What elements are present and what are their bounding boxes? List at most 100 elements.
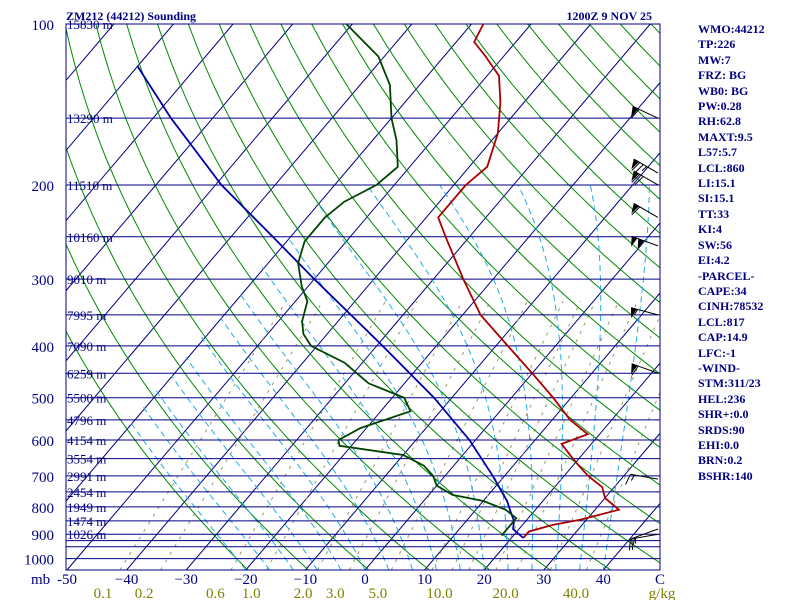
wind-barb-pennant [631,203,639,214]
wind-barb-pennant [631,170,639,182]
dry-adiabat-line [249,24,660,486]
mixing-ratio-tick-label: 3.0 [326,586,345,600]
mixing-ratio-tick-label: 0.6 [206,586,225,600]
moist-adiabat-line [602,184,650,570]
chart-title: ZM212 (44212) Sounding [66,9,196,23]
moist-adiabat-line [185,356,342,570]
mixing-ratio-line [230,300,386,570]
isotherm-line [126,24,592,570]
pressure-tick-label: 700 [32,470,55,486]
height-tick-label: 1474 m [67,514,106,529]
height-tick-label: 4796 m [67,413,106,428]
wind-barb-feather [631,365,639,376]
mixing-ratio-line [317,300,463,570]
wind-barb-feather [628,539,631,551]
pressure-tick-label: 100 [32,18,55,34]
wind-barb-pennant [631,106,639,117]
mixing-ratio-tick-label: 40.0 [563,586,589,600]
wind-barb-feather [634,176,644,185]
wind-barb-pennant [631,159,639,170]
temperature-tick-label: 40 [596,572,611,588]
height-tick-label: 9010 m [67,272,106,287]
wind-barb-feather [631,162,641,171]
height-tick-label: 7995 m [67,308,106,323]
dry-adiabat-line [342,24,660,375]
stat-item: SRDS:90 [698,422,745,437]
dry-adiabat-line [66,26,430,570]
profile-lines [136,24,621,539]
stat-item: WB0: BG [698,83,749,98]
temperature-tick-label: 0 [361,572,369,588]
stat-item: MW:7 [698,52,731,67]
moist-adiabat-line [129,421,247,570]
stat-item: MAXT:9.5 [698,129,753,144]
wind-barb-half-feather [633,309,639,316]
height-tick-label: 6259 m [67,366,106,381]
mixing-ratio-tick-label: 2.0 [294,586,313,600]
moist-adiabat-line [579,184,602,570]
mixing-ratio-unit-label: g/kg [649,586,676,600]
stat-item: SW:56 [698,237,733,252]
dewpoint-line [297,24,518,537]
pressure-tick-label: 200 [32,179,55,195]
mixing-ratio-tick-label: 0.1 [94,586,113,600]
isotherm-line [66,24,174,152]
stat-item: EHI:0.0 [698,437,740,452]
dry-adiabat-line [311,24,660,411]
stat-item: SHR+:0.0 [698,407,749,422]
isotherm-line [185,24,651,570]
height-tick-label: 1949 m [67,500,106,515]
wind-barb-pennant [637,238,644,250]
dry-adiabat-line [280,24,660,448]
wind-barb [631,363,659,376]
dry-adiabat-line [66,330,249,570]
wind-barb-feather [634,164,644,173]
plot-frame [65,23,661,571]
stat-item: BSHR:140 [698,468,753,483]
wind-barb [631,158,659,174]
temperature-tick-label: 10 [417,572,432,588]
mixing-ratio-tick-label: 20.0 [492,586,518,600]
dry-adiabat-line [372,24,660,339]
wind-barb-half-feather [632,538,635,545]
height-tick-label: 10160 m [67,230,113,245]
moist-adiabat-line [366,184,509,570]
wind-barb [630,307,659,319]
stat-item: BRN:0.2 [698,453,743,468]
dry-adiabat-line [218,24,660,525]
isotherm-line [66,24,472,502]
stat-item: LI:15.1 [698,176,736,191]
moist-adiabat-line [439,184,533,570]
wind-barb-pennant [631,236,638,247]
wind-barb-feather [625,474,631,485]
stat-item: -WIND- [698,360,740,375]
moist-adiabat-line [261,266,437,570]
wind-barb [631,170,659,186]
height-tick-label: 1026 m [67,527,106,542]
parcel-line [136,65,524,539]
mixing-ratio-line [586,390,660,570]
temperature-tick-label: C [655,572,665,588]
temperature-tick-label: −20 [234,572,257,588]
moist-adiabat-line [239,293,414,570]
pressure-tick-label: 800 [32,501,55,517]
mixing-ratio-line [451,301,582,570]
height-tick-label: 11510 m [67,178,112,193]
temperature-line [437,24,621,539]
wind-barb-half-feather [641,166,648,172]
mixing-ratio-tick-label: 0.2 [135,586,154,600]
moist-adiabat-line [517,184,563,570]
dry-adiabat-line [66,146,370,570]
stat-item: PW:0.28 [698,99,742,114]
stat-item: CINH:78532 [698,299,764,314]
stat-item: LFC:-1 [698,345,736,360]
dry-adiabat-line [187,24,660,564]
height-tick-label: 5500 m [67,391,106,406]
mixing-ratio-line [160,300,324,570]
sounding-indices-panel: WMO:44212 TP:226 MW:7 FRZ: BG WB0: BG PW:0.28… [698,22,765,484]
y-axis-label: mb [31,572,50,588]
temperature-tick-label: −30 [174,572,197,588]
stat-item: L57:5.7 [698,145,737,160]
temperature-tick-label: 20 [477,572,492,588]
